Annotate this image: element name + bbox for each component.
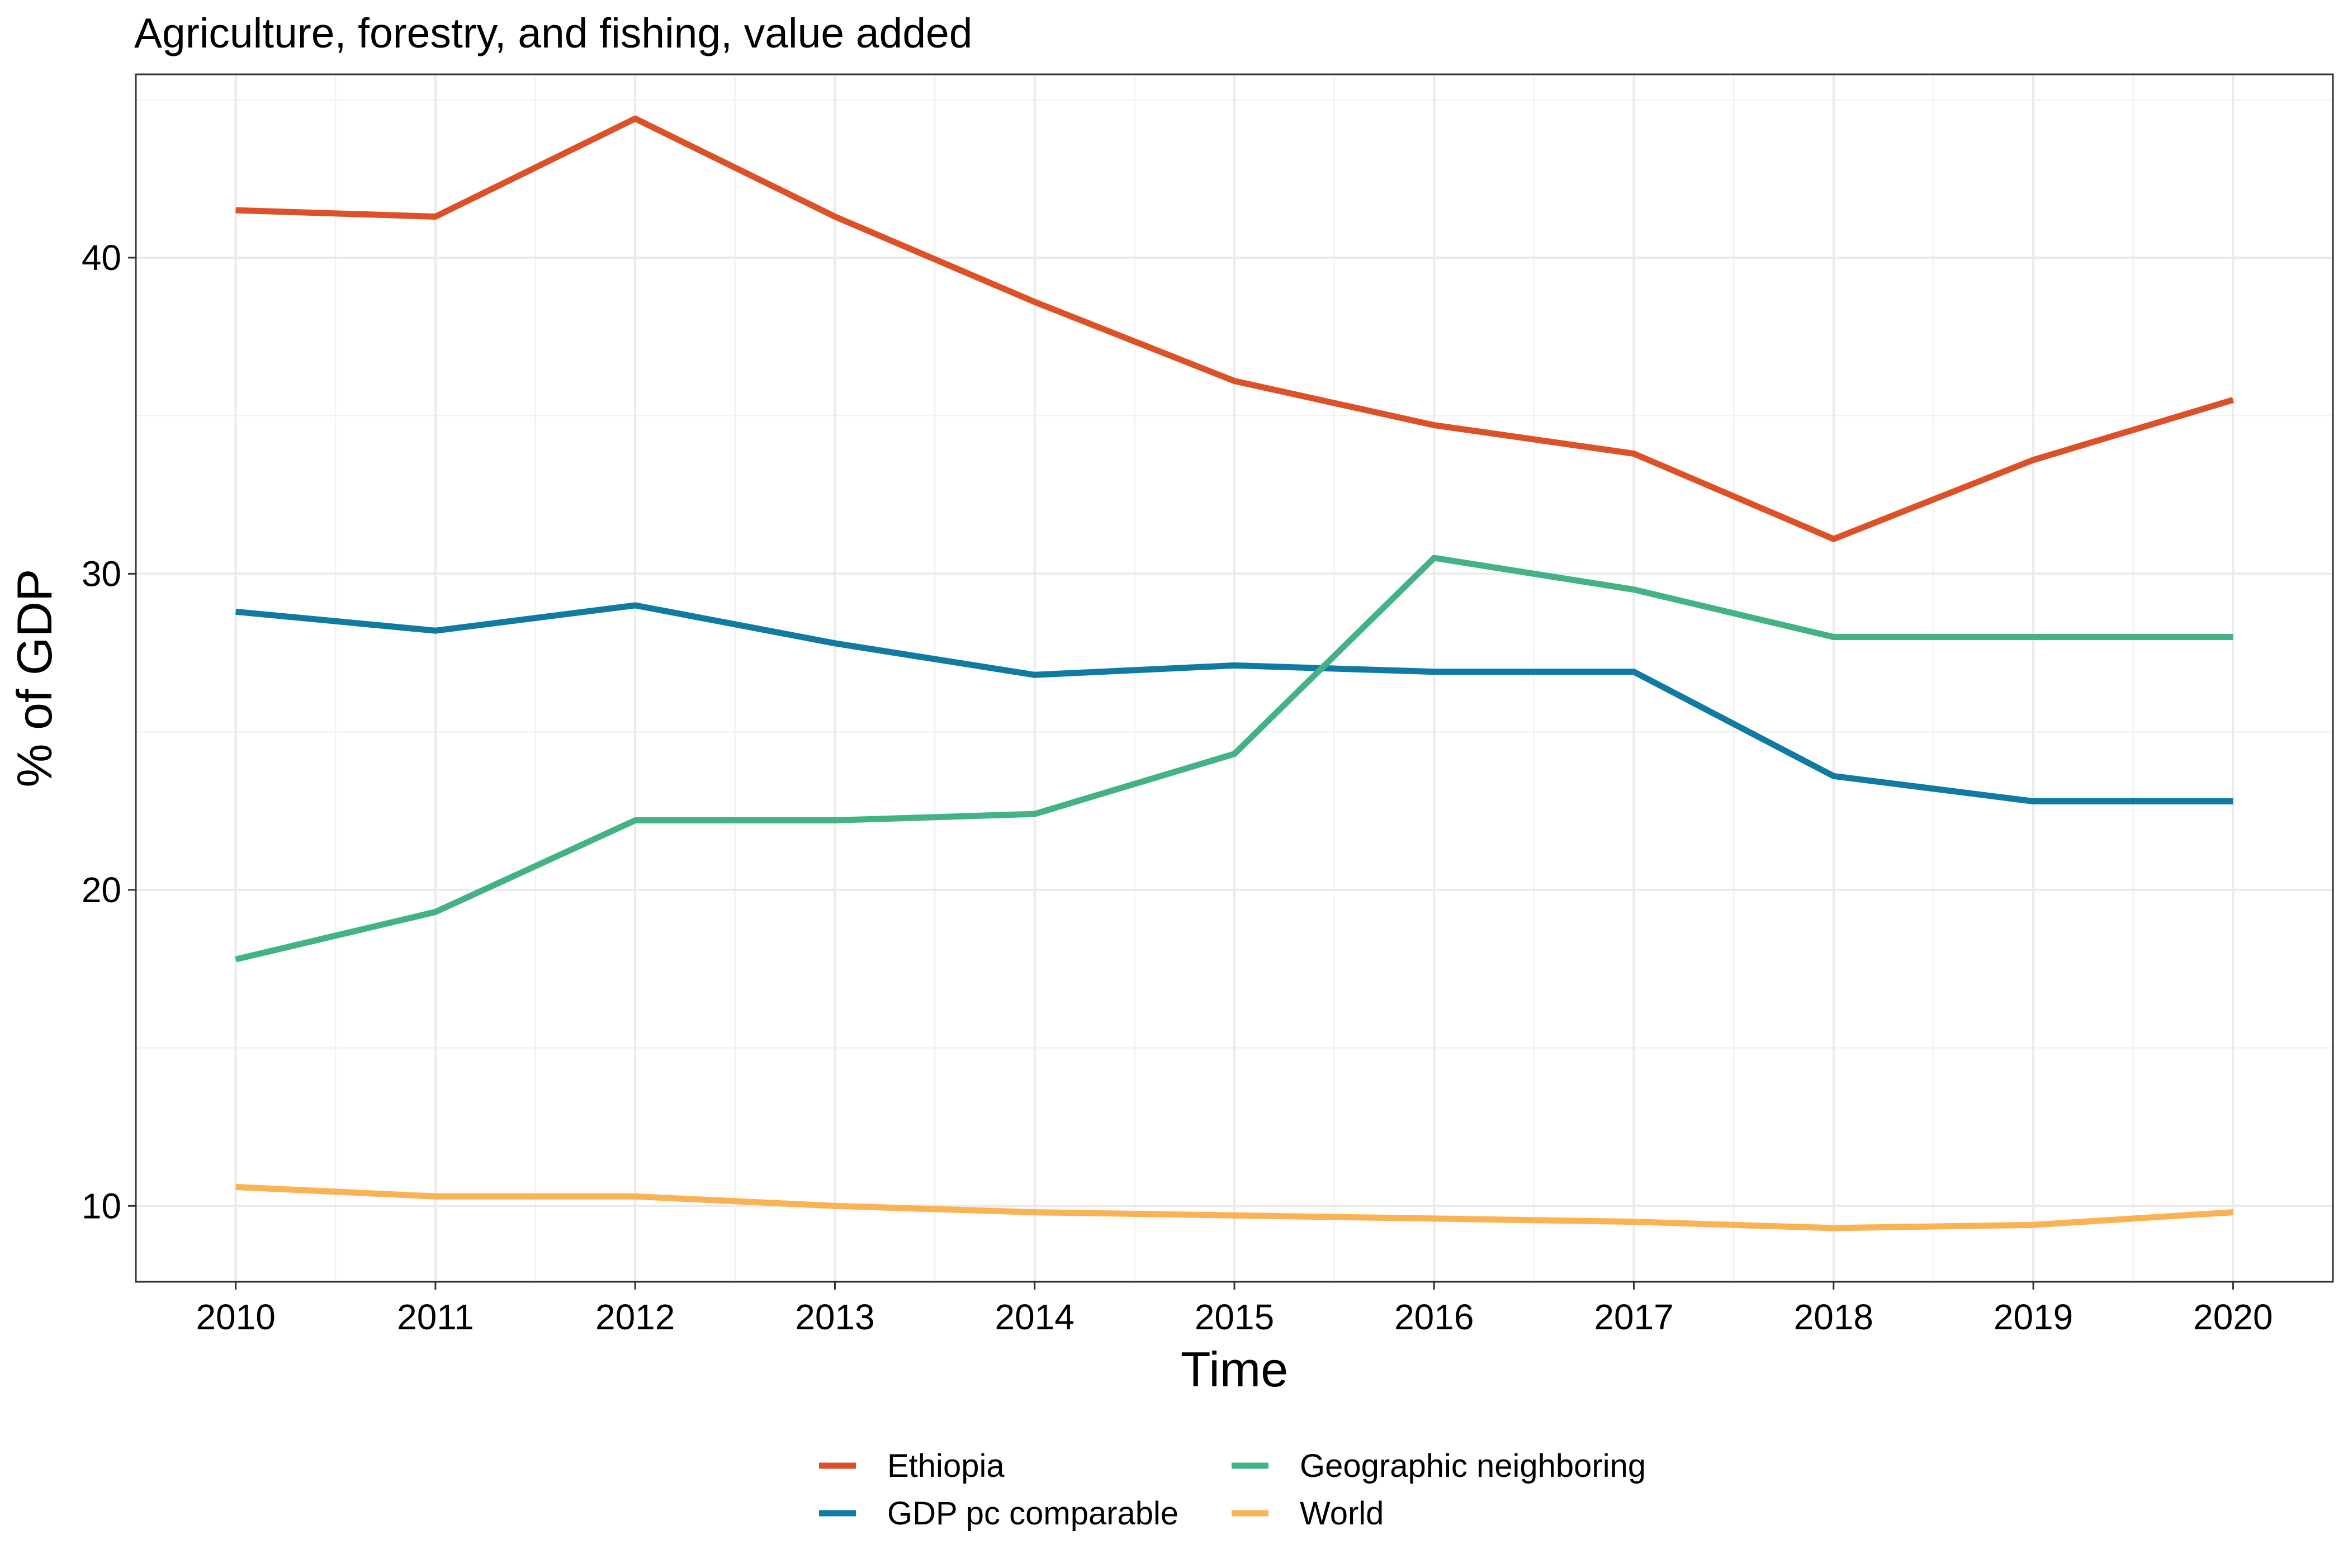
series-line-ethiopia xyxy=(235,115,2234,542)
y-tick-label: 30 xyxy=(82,553,121,594)
x-tick-label: 2015 xyxy=(1195,1297,1274,1337)
x-tick-label: 2018 xyxy=(1794,1297,1873,1337)
chart-title: Agriculture, forestry, and fishing, valu… xyxy=(134,10,972,56)
y-axis-title: % of GDP xyxy=(7,569,62,787)
series-lines xyxy=(235,115,2234,1231)
legend-label-ethiopia: Ethiopia xyxy=(887,1448,1005,1484)
x-axis-title: Time xyxy=(1181,1342,1288,1397)
y-tick-label: 40 xyxy=(82,238,121,278)
x-tick-label: 2010 xyxy=(196,1297,275,1337)
legend-label-world: World xyxy=(1300,1495,1384,1532)
y-axis-ticks: 10 20 30 40 xyxy=(82,238,136,1226)
legend: Ethiopia GDP pc comparable Geographic neig… xyxy=(819,1448,1646,1532)
x-tick-label: 2012 xyxy=(595,1297,675,1337)
legend-label-geographic-neighboring: Geographic neighboring xyxy=(1300,1448,1646,1484)
x-axis-ticks: 2010 2011 2012 2013 2014 2015 2016 2017 2018 2019… xyxy=(196,1282,2273,1337)
y-tick-label: 20 xyxy=(82,870,121,910)
x-tick-label: 2014 xyxy=(995,1297,1074,1337)
x-tick-label: 2011 xyxy=(397,1297,474,1337)
x-tick-label: 2016 xyxy=(1394,1297,1474,1337)
x-tick-label: 2017 xyxy=(1594,1297,1673,1337)
series-line-geographic-neighboring xyxy=(235,555,2233,963)
series-line-world xyxy=(235,1183,2233,1231)
y-tick-label: 10 xyxy=(82,1186,121,1226)
series-line-gdp-pc-comparable xyxy=(235,602,2233,804)
x-tick-label: 2019 xyxy=(1994,1297,2073,1337)
x-tick-label: 2020 xyxy=(2193,1297,2273,1337)
major-gridlines xyxy=(136,74,2333,1282)
legend-label-gdp-pc-comparable: GDP pc comparable xyxy=(887,1495,1178,1532)
x-tick-label: 2013 xyxy=(795,1297,874,1337)
